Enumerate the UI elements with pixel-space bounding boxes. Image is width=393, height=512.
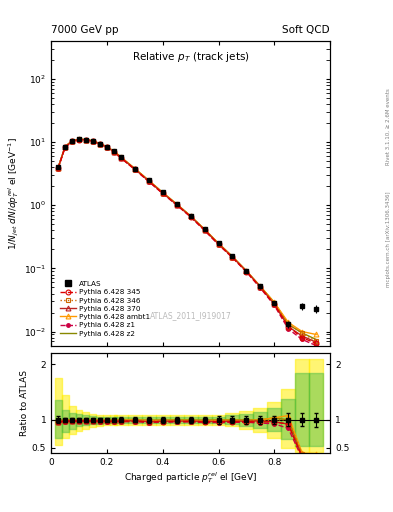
X-axis label: Charged particle $p^{rel}_{T}$ el [GeV]: Charged particle $p^{rel}_{T}$ el [GeV]	[124, 470, 257, 485]
Text: Rivet 3.1.10, ≥ 2.6M events: Rivet 3.1.10, ≥ 2.6M events	[386, 88, 391, 165]
Y-axis label: Ratio to ATLAS: Ratio to ATLAS	[20, 370, 29, 436]
Text: 7000 GeV pp: 7000 GeV pp	[51, 25, 119, 35]
Text: Relative $p_T$ (track jets): Relative $p_T$ (track jets)	[132, 50, 250, 64]
Text: ATLAS_2011_I919017: ATLAS_2011_I919017	[150, 311, 231, 319]
Text: mcplots.cern.ch [arXiv:1306.3436]: mcplots.cern.ch [arXiv:1306.3436]	[386, 191, 391, 287]
Text: Soft QCD: Soft QCD	[283, 25, 330, 35]
Y-axis label: $1/N_{jet}$ $dN/dp^{rel}_{T}$ el [GeV$^{-1}$]: $1/N_{jet}$ $dN/dp^{rel}_{T}$ el [GeV$^{…	[7, 137, 21, 250]
Legend: ATLAS, Pythia 6.428 345, Pythia 6.428 346, Pythia 6.428 370, Pythia 6.428 ambt1,: ATLAS, Pythia 6.428 345, Pythia 6.428 34…	[57, 279, 152, 339]
